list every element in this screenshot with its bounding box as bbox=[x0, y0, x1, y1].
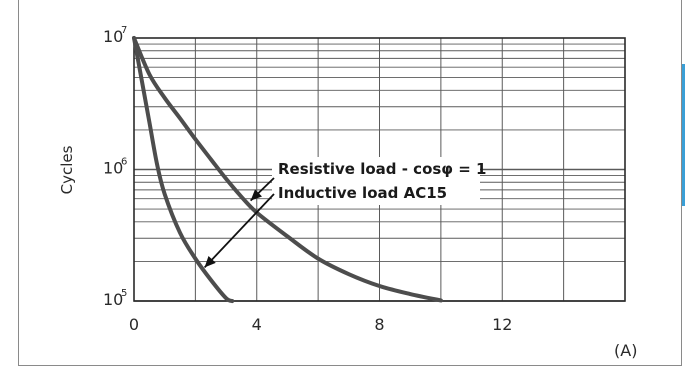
x-axis-unit: (A) bbox=[614, 341, 637, 360]
arrow-inductive-load-head bbox=[204, 256, 216, 268]
x-tick-label: 4 bbox=[252, 315, 262, 334]
arrow-resistive-load-head bbox=[250, 189, 262, 201]
plot-border bbox=[133, 37, 626, 302]
arrow-inductive-load bbox=[203, 193, 275, 269]
y-tick-label: 10 bbox=[103, 290, 123, 309]
y-tick-exponent: 5 bbox=[121, 288, 127, 299]
annotation-resistive-load: Resistive load - cosφ = 1 bbox=[278, 160, 487, 178]
annotation-arrows bbox=[203, 177, 275, 269]
annotation-box bbox=[272, 157, 480, 205]
x-tick-label: 12 bbox=[492, 315, 512, 334]
x-tick-labels: 0 4 8 12 bbox=[129, 315, 513, 334]
y-tick-label: 10 bbox=[103, 159, 123, 178]
y-tick-label: 10 bbox=[103, 27, 123, 46]
x-tick-label: 0 bbox=[129, 315, 139, 334]
accent-bar bbox=[682, 64, 685, 206]
y-tick-exponent: 6 bbox=[121, 157, 127, 168]
x-tick-label: 8 bbox=[374, 315, 384, 334]
y-tick-exponent: 7 bbox=[121, 25, 127, 36]
annotation-inductive-load: Inductive load AC15 bbox=[278, 184, 447, 202]
chart-frame bbox=[18, 0, 682, 366]
series-inductive-load-curve bbox=[132, 36, 235, 303]
series-resistive-load-curve bbox=[132, 36, 443, 303]
y-axis-label: Cycles bbox=[58, 145, 76, 194]
series-group bbox=[132, 36, 443, 303]
